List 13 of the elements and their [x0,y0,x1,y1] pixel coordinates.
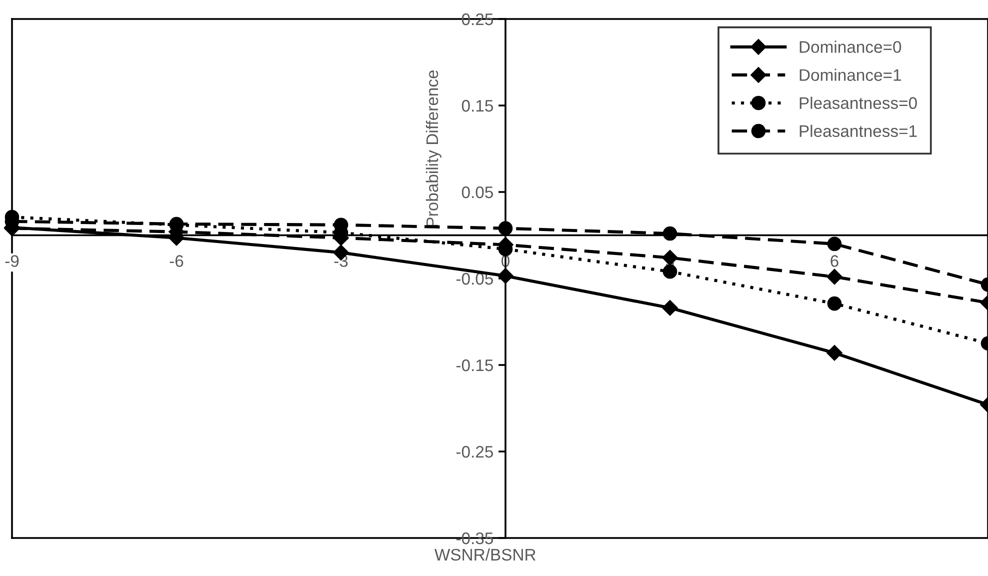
x-axis-title: WSNR/BSNR [434,548,536,561]
y-tick-label: -0.25 [456,446,493,458]
legend-label: Dominance=1 [800,68,901,81]
y-axis-title: Probability Difference [426,70,442,226]
y-tick-label: 0.15 [462,100,493,112]
y-tick-label: 0.05 [462,186,493,198]
legend-label: Dominance=0 [800,40,902,53]
legend-label: Pleasantness=0 [800,96,917,109]
legend-label: Pleasantness=1 [800,124,917,138]
x-tick-label: -9 [5,255,19,267]
x-tick-label: 6 [830,255,838,267]
y-tick-label: -0.15 [456,359,493,372]
x-tick-label: -6 [170,255,184,267]
